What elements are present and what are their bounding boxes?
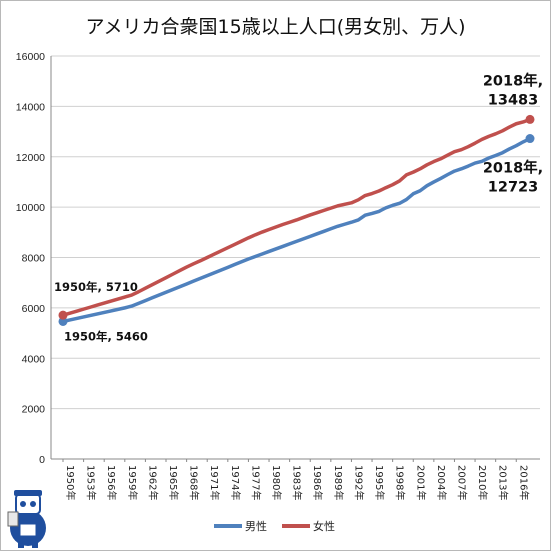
x-tick-label: 1950年 <box>64 465 77 500</box>
x-tick-label: 2004年 <box>435 465 448 500</box>
x-tick-label: 1998年 <box>394 465 407 500</box>
x-tick-label: 1971年 <box>208 465 221 500</box>
x-tick-label: 2013年 <box>497 465 510 500</box>
x-tick-label: 1959年 <box>126 465 139 500</box>
end-point-marker <box>525 134 535 144</box>
grid-lines <box>51 55 540 410</box>
endpoint-markers <box>58 114 535 326</box>
start-point-marker <box>58 310 68 320</box>
x-tick-label: 1983年 <box>291 465 304 500</box>
legend-entry: 男性 <box>245 519 267 533</box>
x-tick-label: 1962年 <box>146 465 159 500</box>
x-tick-label: 1995年 <box>373 465 386 500</box>
robot-mascot-icon <box>7 490 46 548</box>
x-tick-label: 1992年 <box>352 465 365 500</box>
x-tick-label: 1965年 <box>167 465 180 500</box>
x-tick-label: 2016年 <box>517 465 530 500</box>
legend: 男性 女性 <box>214 519 335 533</box>
legend-entry: 女性 <box>313 519 335 533</box>
x-tick-label: 1974年 <box>229 465 242 500</box>
chart-title: アメリカ合衆国15歳以上人口(男女別、万人) <box>85 16 466 38</box>
y-tick-label: 16000 <box>16 51 45 63</box>
x-tick-label: 2010年 <box>476 465 489 500</box>
x-tick-label: 1953年 <box>85 465 98 500</box>
y-tick-label: 10000 <box>16 202 45 214</box>
x-tick-label: 1986年 <box>311 465 324 500</box>
end-label-line1: 2018年, <box>483 159 543 177</box>
end-label-line2: 12723 <box>488 180 538 196</box>
x-tick-label: 1980年 <box>270 465 283 500</box>
start-point-marker <box>58 316 68 326</box>
series-lines <box>61 117 532 324</box>
axes <box>50 56 540 462</box>
x-tick-label: 1956年 <box>105 465 118 500</box>
end-label-line2: 13483 <box>488 92 538 108</box>
x-tick-label: 1989年 <box>332 465 345 500</box>
end-point-marker <box>525 114 535 124</box>
x-tick-label: 2001年 <box>414 465 427 500</box>
y-tick-label: 14000 <box>16 101 45 113</box>
series-line-female <box>61 117 532 317</box>
y-tick-labels: 0 2000 4000 6000 8000 10000 12000 14000 16000 <box>16 51 45 466</box>
start-label-male: 1950年, 5460 <box>64 329 148 343</box>
x-tick-labels: 1950年 1953年 1956年 1959年 1962年 1965年 1968年 1971年… <box>64 465 530 500</box>
y-tick-label: 0 <box>39 454 45 466</box>
start-label-female: 1950年, 5710 <box>54 280 138 294</box>
data-annotations: 2018年, 13483 2018年, 12723 1950年, 5710 1950年, … <box>54 71 543 343</box>
end-label-line1: 2018年, <box>483 71 543 89</box>
y-tick-label: 6000 <box>22 303 46 315</box>
x-tick-label: 1968年 <box>188 465 201 500</box>
y-tick-label: 4000 <box>22 353 46 365</box>
x-tick-label: 2007年 <box>455 465 468 500</box>
x-tick-label: 1977年 <box>249 465 262 500</box>
y-tick-label: 12000 <box>16 152 45 164</box>
y-tick-label: 2000 <box>22 404 46 416</box>
y-tick-label: 8000 <box>22 253 46 265</box>
series-line-male <box>61 136 532 324</box>
